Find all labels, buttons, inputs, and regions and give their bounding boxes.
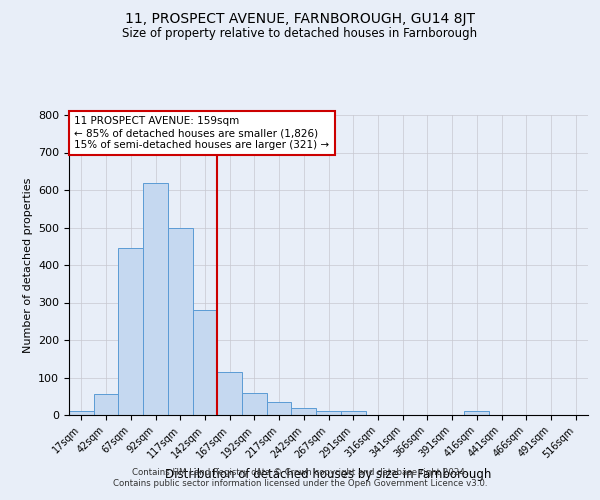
Bar bbox=[316, 411, 341, 415]
Bar bbox=[464, 411, 489, 415]
Bar bbox=[193, 310, 217, 415]
Bar bbox=[118, 248, 143, 415]
Bar bbox=[217, 372, 242, 415]
Bar bbox=[94, 394, 118, 415]
Text: Contains HM Land Registry data © Crown copyright and database right 2024.
Contai: Contains HM Land Registry data © Crown c… bbox=[113, 468, 487, 487]
Bar bbox=[267, 402, 292, 415]
Y-axis label: Number of detached properties: Number of detached properties bbox=[23, 178, 32, 352]
Bar bbox=[69, 411, 94, 415]
Text: Size of property relative to detached houses in Farnborough: Size of property relative to detached ho… bbox=[122, 28, 478, 40]
Bar bbox=[168, 228, 193, 415]
X-axis label: Distribution of detached houses by size in Farnborough: Distribution of detached houses by size … bbox=[166, 468, 491, 481]
Bar bbox=[242, 392, 267, 415]
Text: 11 PROSPECT AVENUE: 159sqm
← 85% of detached houses are smaller (1,826)
15% of s: 11 PROSPECT AVENUE: 159sqm ← 85% of deta… bbox=[74, 116, 329, 150]
Bar bbox=[341, 411, 365, 415]
Bar bbox=[292, 408, 316, 415]
Text: 11, PROSPECT AVENUE, FARNBOROUGH, GU14 8JT: 11, PROSPECT AVENUE, FARNBOROUGH, GU14 8… bbox=[125, 12, 475, 26]
Bar bbox=[143, 182, 168, 415]
